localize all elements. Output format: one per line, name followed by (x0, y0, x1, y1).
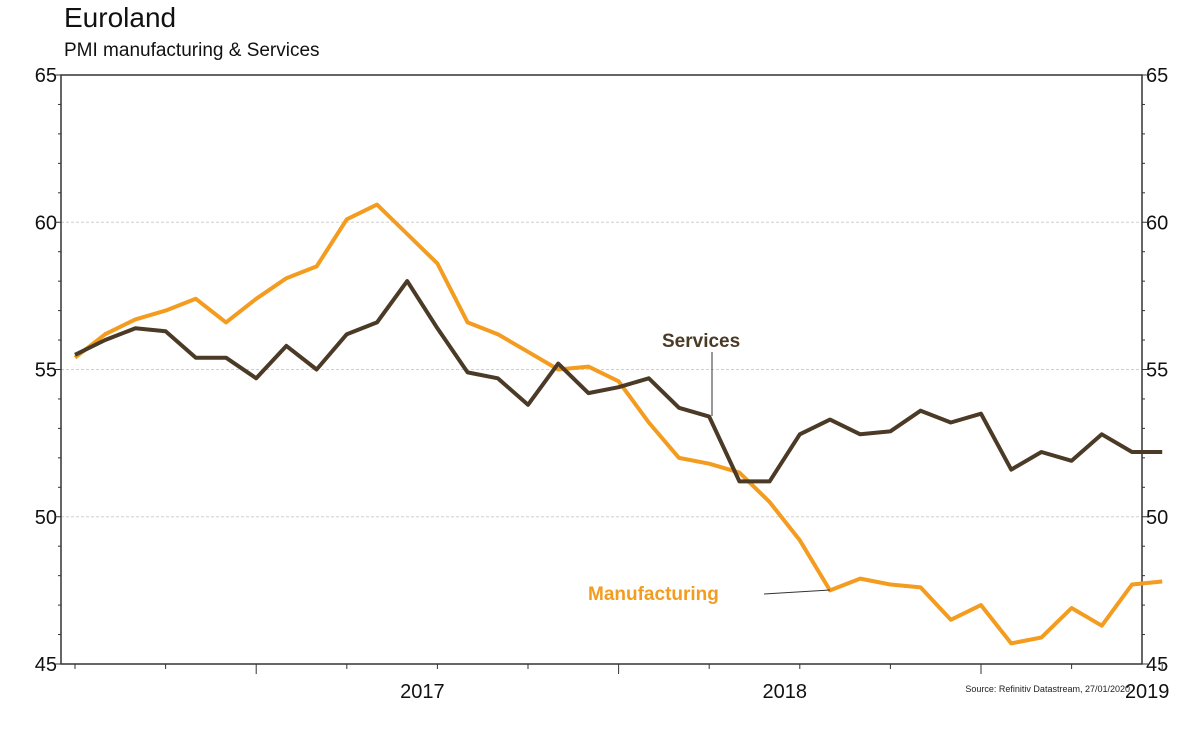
x-tick-2017: 2017 (400, 681, 445, 703)
y-tick-right-50: 50 (1146, 507, 1168, 529)
x-axis-labels: 2017 2018 2019 (400, 681, 1169, 703)
y-tick-right-45: 45 (1146, 654, 1168, 676)
chart-title: Euroland (64, 2, 177, 33)
grid-lines (61, 221, 1142, 518)
chart-subtitle: PMI manufacturing & Services (64, 40, 320, 61)
y-tick-left-65: 65 (35, 65, 57, 87)
y-tick-left-55: 55 (35, 360, 57, 382)
y-tick-right-65: 65 (1146, 65, 1168, 87)
y-axis-right-labels: 45 50 55 60 65 (1142, 65, 1168, 676)
y-tick-left-60: 60 (35, 212, 57, 234)
series-services-line (74, 279, 1163, 484)
series-manufacturing-line (73, 202, 1163, 646)
x-minor-ticks (74, 664, 1163, 674)
source-note: Source: Refinitiv Datastream, 27/01/2020 (965, 684, 1130, 694)
services-annotation: Services (662, 331, 740, 352)
y-axis-left-labels: 45 50 55 60 65 (35, 65, 61, 676)
x-tick-2018: 2018 (763, 681, 808, 703)
x-tick-2019: 2019 (1125, 681, 1170, 703)
manufacturing-annotation: Manufacturing (588, 584, 719, 605)
y-tick-left-50: 50 (35, 507, 57, 529)
y-tick-right-60: 60 (1146, 212, 1168, 234)
y-tick-left-45: 45 (35, 654, 57, 676)
manufacturing-leader-line (763, 589, 831, 595)
y-tick-right-55: 55 (1146, 360, 1168, 382)
